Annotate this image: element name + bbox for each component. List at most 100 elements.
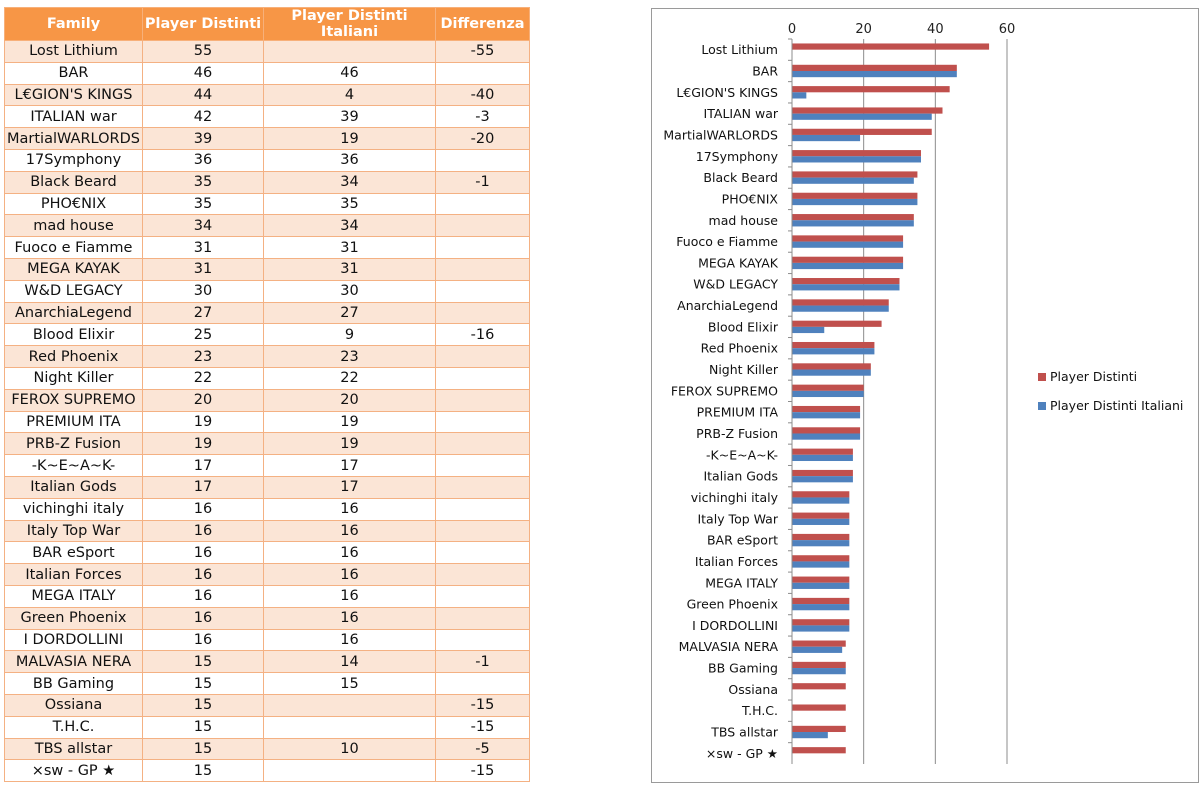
player-distinti-cell: 22 — [142, 366, 264, 390]
bar-player-distinti — [792, 150, 921, 157]
table-row: Green Phoenix 16 16 — [4, 606, 530, 630]
category-label: Red Phoenix — [701, 341, 778, 356]
legend-swatch — [1038, 373, 1046, 381]
family-table: Family Player Distinti Player Distinti I… — [4, 7, 530, 783]
bar-player-distinti — [792, 640, 846, 647]
bar-player-distinti-italiani — [792, 561, 850, 568]
player-distinti-italiani-cell — [263, 40, 436, 63]
player-distinti-cell: 16 — [142, 628, 264, 652]
category-label: MALVASIA NERA — [679, 639, 779, 654]
player-distinti-italiani-cell: 31 — [263, 236, 436, 259]
table-row: MEGA KAYAK 31 31 — [4, 257, 530, 281]
category-label: BB Gaming — [708, 661, 778, 676]
player-distinti-cell: 15 — [142, 650, 264, 674]
category-label: ×sw - GP ★ — [706, 746, 778, 761]
table-body: Lost Lithium 55 -55 BAR 46 46 L€GION'S KINGS 44… — [4, 40, 530, 783]
player-distinti-cell: 46 — [142, 61, 264, 85]
bar-player-distinti-italiani — [792, 177, 914, 184]
family-cell: Fuoco e Fiamme — [4, 236, 143, 259]
table-row: BB Gaming 15 15 — [4, 672, 530, 695]
table-row: Fuoco e Fiamme 31 31 — [4, 236, 530, 259]
category-label: Fuoco e Fiamme — [676, 234, 778, 249]
differenza-cell — [435, 192, 530, 216]
bar-player-distinti-italiani — [792, 369, 871, 376]
bar-player-distinti-italiani — [792, 113, 932, 120]
differenza-cell — [435, 236, 530, 259]
bar-player-distinti — [792, 64, 957, 71]
bar-player-distinti — [792, 427, 861, 434]
family-cell: PRB-Z Fusion — [4, 432, 143, 456]
bar-player-distinti — [792, 704, 846, 711]
bar-player-distinti-italiani — [792, 284, 900, 291]
table-row: Black Beard 35 34 -1 — [4, 170, 530, 194]
table-row: MEGA ITALY 16 16 — [4, 584, 530, 608]
bar-player-distinti-italiani — [792, 305, 889, 312]
category-label: T.H.C. — [741, 703, 778, 718]
table-row: PREMIUM ITA 19 19 — [4, 410, 530, 434]
differenza-cell: -15 — [435, 715, 530, 739]
player-distinti-cell: 35 — [142, 192, 264, 216]
family-cell: PREMIUM ITA — [4, 410, 143, 434]
bar-player-distinti — [792, 86, 950, 93]
table-row: TBS allstar 15 10 -5 — [4, 737, 530, 761]
differenza-cell — [435, 454, 530, 477]
table-row: ×sw - GP ★ 15 -15 — [4, 759, 530, 783]
category-label: MartialWARLORDS — [663, 127, 778, 142]
differenza-cell — [435, 628, 530, 652]
category-label: PREMIUM ITA — [697, 405, 779, 420]
bar-player-distinti-italiani — [792, 390, 864, 398]
family-cell: BAR — [4, 61, 143, 85]
category-label: Blood Elixir — [708, 319, 779, 334]
player-distinti-cell: 31 — [142, 257, 264, 281]
family-cell: Green Phoenix — [4, 606, 143, 630]
category-label: FEROX SUPREMO — [671, 383, 778, 398]
family-cell: vichinghi italy — [4, 497, 143, 521]
bar-player-distinti — [792, 363, 871, 370]
differenza-cell: -40 — [435, 83, 530, 107]
differenza-cell: -1 — [435, 650, 530, 674]
player-distinti-italiani-cell: 23 — [263, 345, 436, 368]
family-cell: BAR eSport — [4, 541, 143, 565]
family-cell: Italian Forces — [4, 563, 143, 586]
x-tick-label: 0 — [788, 22, 796, 37]
table-row: Italian Forces 16 16 — [4, 563, 530, 586]
player-distinti-italiani-cell: 17 — [263, 454, 436, 477]
player-distinti-cell: 39 — [142, 127, 264, 150]
player-distinti-italiani-cell — [263, 693, 436, 717]
chart-svg: 0 20 40 60 Lost Lithium BAR L€GION'S KINGS ITAL… — [663, 22, 1183, 764]
family-cell: MALVASIA NERA — [4, 650, 143, 674]
bar-player-distinti — [792, 597, 850, 605]
differenza-cell: -15 — [435, 693, 530, 717]
bar-player-distinti — [792, 171, 918, 178]
player-distinti-cell: 16 — [142, 584, 264, 608]
bar-player-distinti — [792, 683, 846, 690]
family-table-container: Family Player Distinti Player Distinti I… — [4, 7, 530, 783]
player-distinti-italiani-cell: 19 — [263, 432, 436, 456]
legend-swatch — [1038, 402, 1046, 410]
category-label: Black Beard — [703, 170, 778, 185]
bar-player-distinti-italiani — [792, 156, 921, 163]
player-distinti-cell: 31 — [142, 236, 264, 259]
category-label: Ossiana — [728, 682, 778, 697]
player-distinti-italiani-cell: 35 — [263, 192, 436, 216]
bar-player-distinti-italiani — [792, 433, 861, 440]
family-cell: Red Phoenix — [4, 345, 143, 368]
table-row: PRB-Z Fusion 19 19 — [4, 432, 530, 456]
player-distinti-italiani-cell: 20 — [263, 388, 436, 412]
family-cell: W&D LEGACY — [4, 279, 143, 303]
family-cell: T.H.C. — [4, 715, 143, 739]
legend-label: Player Distinti — [1050, 369, 1137, 384]
player-distinti-italiani-cell: 19 — [263, 127, 436, 150]
bar-player-distinti-italiani — [792, 604, 850, 611]
bar-player-distinti — [792, 256, 904, 263]
family-cell: mad house — [4, 214, 143, 238]
player-distinti-italiani-cell: 16 — [263, 541, 436, 565]
category-label: Italian Forces — [695, 554, 778, 569]
player-distinti-cell: 16 — [142, 497, 264, 521]
player-distinti-italiani-cell: 22 — [263, 366, 436, 390]
table-row: Italian Gods 17 17 — [4, 475, 530, 499]
family-cell: ×sw - GP ★ — [4, 759, 143, 783]
differenza-cell — [435, 606, 530, 630]
player-distinti-italiani-cell — [263, 759, 436, 783]
differenza-cell — [435, 672, 530, 695]
